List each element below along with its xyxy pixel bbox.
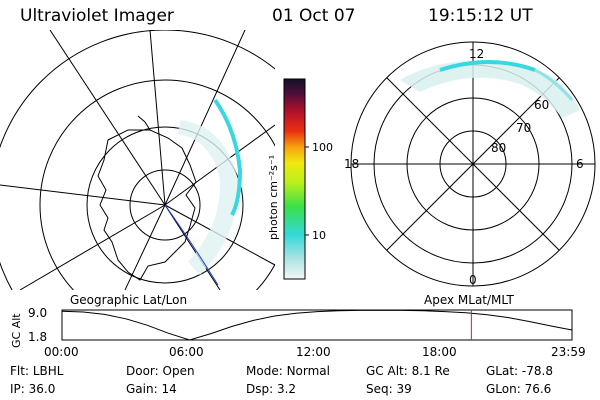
antarctica-outline: [97, 129, 197, 281]
info-dsp: Dsp: 3.2: [246, 382, 297, 396]
info-glat: GLat: -78.8: [486, 364, 553, 378]
mlt-label-12: 12: [469, 47, 484, 61]
timeline-y-label: GC Alt: [10, 313, 23, 348]
geographic-map: [0, 30, 275, 290]
colorbar-tick-10: 10: [312, 229, 326, 242]
info-gain: Gain: 14: [126, 382, 177, 396]
colorbar-tick-100: 100: [312, 141, 333, 154]
timeline-frame: [61, 309, 573, 341]
lat-label-80: 80: [491, 141, 506, 155]
timeline-y-tick-top: 9.0: [28, 306, 47, 320]
timeline-x-tick: 18:00: [422, 345, 457, 359]
timeline-x-tick: 00:00: [44, 345, 79, 359]
mlt-label-6: 6: [576, 157, 584, 171]
mlt-label-0: 0: [469, 273, 477, 287]
lat-circle: [39, 79, 275, 290]
altitude-curve: [61, 309, 573, 341]
orbit-track: [164, 204, 219, 286]
lat-label-60: 60: [534, 98, 549, 112]
info-seq: Seq: 39: [366, 382, 412, 396]
lat-circle: [129, 169, 201, 241]
info-mode: Mode: Normal: [246, 364, 330, 378]
lat-label-70: 70: [516, 121, 531, 135]
info-gc-alt: GC Alt: 8.1 Re: [366, 364, 450, 378]
timeline-x-tick: 06:00: [169, 345, 204, 359]
instrument-title: Ultraviolet Imager: [20, 6, 174, 26]
timeline-x-tick: 23:59: [551, 345, 586, 359]
apex-caption: Apex MLat/MLT: [424, 293, 514, 307]
info-door: Door: Open: [126, 364, 195, 378]
mlt-polar-plot: 12 18 6 0 60 70 80: [344, 41, 596, 287]
geographic-caption: Geographic Lat/Lon: [70, 293, 188, 307]
color-scale: 100 10 photon cm⁻²s⁻¹: [267, 78, 333, 280]
colorbar-unit-label: photon cm⁻²s⁻¹: [267, 155, 280, 240]
info-filter: Flt: LBHL: [10, 364, 64, 378]
lat-circle: [0, 30, 275, 290]
observation-time: 19:15:12 UT: [428, 6, 533, 26]
color-bar: [283, 78, 306, 280]
info-ip: IP: 36.0: [10, 382, 56, 396]
mlt-label-18: 18: [344, 157, 359, 171]
timeline-x-tick: 12:00: [296, 345, 331, 359]
altitude-timeline: GC Alt 9.0 1.8: [10, 306, 573, 348]
lat-circle: [86, 126, 244, 284]
observation-date: 01 Oct 07: [272, 6, 356, 26]
timeline-y-tick-bottom: 1.8: [28, 330, 47, 344]
info-glon: GLon: 76.6: [486, 382, 552, 396]
